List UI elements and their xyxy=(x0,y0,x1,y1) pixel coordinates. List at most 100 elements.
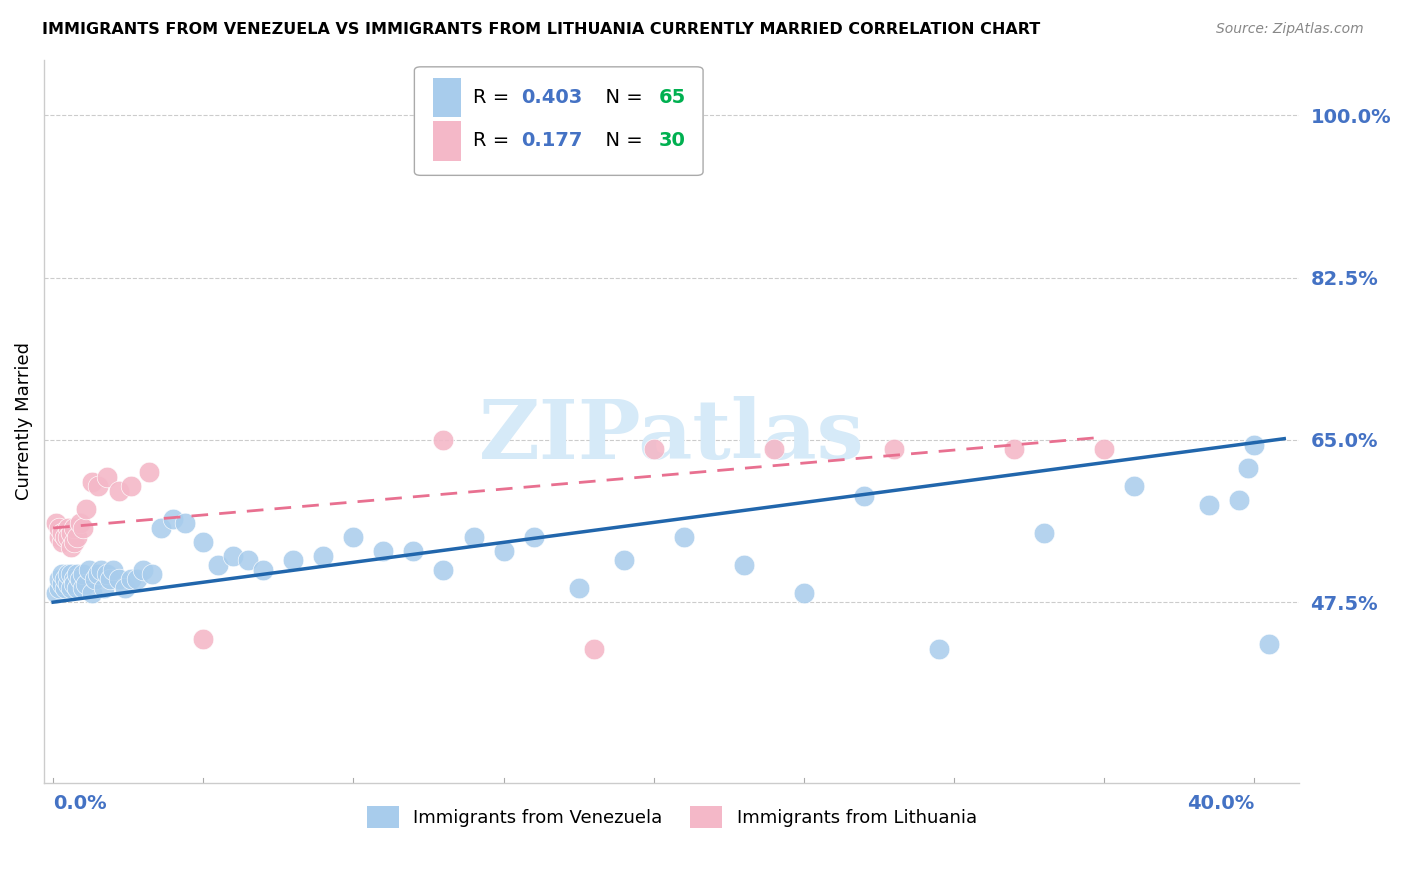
Point xyxy=(342,530,364,544)
Point xyxy=(60,540,83,554)
Point xyxy=(60,567,83,582)
Y-axis label: Currently Married: Currently Married xyxy=(15,343,32,500)
Point xyxy=(568,581,591,595)
Point xyxy=(48,530,70,544)
Point xyxy=(63,535,86,549)
Point xyxy=(1227,493,1250,508)
Point xyxy=(138,466,160,480)
Point xyxy=(373,544,395,558)
Point xyxy=(432,433,454,447)
Point xyxy=(1243,437,1265,451)
Point xyxy=(283,553,305,567)
Point xyxy=(222,549,245,563)
Point xyxy=(63,521,86,535)
Point xyxy=(48,572,70,586)
Point xyxy=(1123,479,1146,493)
Point xyxy=(72,521,94,535)
Point xyxy=(162,512,184,526)
Point xyxy=(87,479,110,493)
Point xyxy=(132,563,155,577)
Point xyxy=(72,581,94,595)
Point xyxy=(193,535,215,549)
Point xyxy=(522,530,544,544)
Text: IMMIGRANTS FROM VENEZUELA VS IMMIGRANTS FROM LITHUANIA CURRENTLY MARRIED CORRELA: IMMIGRANTS FROM VENEZUELA VS IMMIGRANTS … xyxy=(42,22,1040,37)
Point xyxy=(141,567,163,582)
Point xyxy=(48,521,70,535)
Point xyxy=(127,572,149,586)
Point xyxy=(96,567,118,582)
Text: 0.177: 0.177 xyxy=(522,131,582,151)
Text: 30: 30 xyxy=(659,131,686,151)
Point xyxy=(120,572,142,586)
Legend: Immigrants from Venezuela, Immigrants from Lithuania: Immigrants from Venezuela, Immigrants fr… xyxy=(360,799,984,836)
Point xyxy=(69,572,91,586)
Text: 0.403: 0.403 xyxy=(522,88,582,107)
Point xyxy=(51,535,73,549)
Point xyxy=(51,576,73,591)
Point xyxy=(733,558,755,573)
Point xyxy=(75,576,97,591)
FancyBboxPatch shape xyxy=(415,67,703,176)
Text: N =: N = xyxy=(592,88,648,107)
Point xyxy=(1002,442,1025,457)
Point xyxy=(63,572,86,586)
Point xyxy=(193,632,215,647)
Point xyxy=(762,442,785,457)
Point xyxy=(101,563,124,577)
Point xyxy=(66,581,89,595)
Point xyxy=(87,567,110,582)
Point xyxy=(66,567,89,582)
Point xyxy=(852,489,875,503)
Point xyxy=(120,479,142,493)
Point xyxy=(56,530,79,544)
Text: 65: 65 xyxy=(659,88,686,107)
Point xyxy=(114,581,136,595)
Bar xyxy=(433,121,461,161)
Point xyxy=(77,563,100,577)
Point xyxy=(463,530,485,544)
Point xyxy=(1198,498,1220,512)
Point xyxy=(1237,460,1260,475)
Point xyxy=(75,502,97,516)
Text: ZIPatlas: ZIPatlas xyxy=(479,396,865,475)
Point xyxy=(672,530,695,544)
Point xyxy=(928,641,950,656)
Point xyxy=(793,586,815,600)
Point xyxy=(207,558,229,573)
Point xyxy=(53,581,76,595)
Point xyxy=(69,516,91,531)
Point xyxy=(56,521,79,535)
Point xyxy=(432,563,454,577)
Point xyxy=(84,572,107,586)
Point xyxy=(613,553,636,567)
Point xyxy=(45,516,67,531)
Point xyxy=(90,563,112,577)
Text: 0.0%: 0.0% xyxy=(53,794,107,814)
Point xyxy=(402,544,425,558)
Point xyxy=(60,525,83,540)
Point xyxy=(66,530,89,544)
Point xyxy=(63,576,86,591)
Point xyxy=(98,572,121,586)
Point xyxy=(108,572,131,586)
Point xyxy=(60,581,83,595)
Text: Source: ZipAtlas.com: Source: ZipAtlas.com xyxy=(1216,22,1364,37)
Point xyxy=(1092,442,1115,457)
Point xyxy=(108,483,131,498)
Point xyxy=(238,553,260,567)
Point xyxy=(51,567,73,582)
Point xyxy=(492,544,515,558)
Point xyxy=(45,586,67,600)
Text: 40.0%: 40.0% xyxy=(1187,794,1254,814)
Point xyxy=(312,549,335,563)
Text: R =: R = xyxy=(474,88,516,107)
Point xyxy=(252,563,274,577)
Point xyxy=(1258,637,1281,651)
Point xyxy=(174,516,197,531)
Point xyxy=(82,475,104,489)
Point xyxy=(56,576,79,591)
Point xyxy=(582,641,605,656)
Point xyxy=(56,567,79,582)
Text: N =: N = xyxy=(592,131,648,151)
Point xyxy=(93,581,115,595)
